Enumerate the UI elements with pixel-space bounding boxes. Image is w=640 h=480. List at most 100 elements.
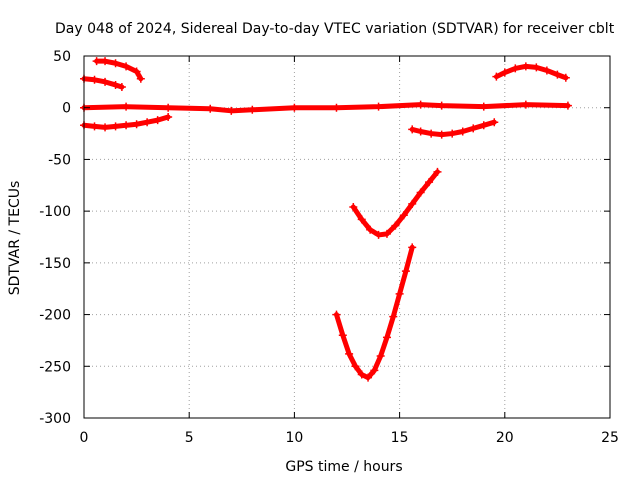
- x-tick-label: 25: [601, 430, 619, 446]
- data-point: [338, 331, 347, 340]
- y-tick-label: -200: [39, 308, 71, 324]
- data-point: [374, 230, 383, 239]
- data-point: [122, 62, 131, 71]
- data-point: [437, 101, 446, 110]
- data-point: [132, 67, 141, 76]
- y-tick-label: -150: [39, 256, 71, 272]
- data-point: [374, 102, 383, 111]
- data-point: [143, 118, 152, 127]
- data-point: [101, 57, 110, 66]
- data-point: [433, 167, 442, 176]
- data-point: [111, 122, 120, 131]
- data-point: [521, 100, 530, 109]
- data-point: [345, 349, 354, 358]
- data-point: [395, 289, 404, 298]
- data-point: [479, 102, 488, 111]
- data-point: [136, 74, 145, 83]
- data-point: [132, 120, 141, 129]
- series-3: [92, 57, 145, 83]
- data-point: [492, 72, 501, 81]
- plot-frame: [83, 55, 611, 419]
- data-point: [500, 68, 509, 77]
- data-point: [153, 116, 162, 125]
- data-point: [389, 312, 398, 321]
- data-point: [248, 105, 257, 114]
- data-point: [101, 77, 110, 86]
- y-tick-label: -100: [39, 204, 71, 220]
- series-6: [492, 62, 570, 82]
- y-tick-label: 0: [62, 101, 71, 117]
- data-point: [382, 229, 391, 238]
- series-track: [333, 244, 415, 381]
- data-point: [90, 75, 99, 84]
- data-point: [427, 129, 436, 138]
- data-point: [563, 101, 572, 110]
- series-2: [80, 74, 126, 92]
- series-1: [80, 100, 572, 115]
- data-point: [479, 121, 488, 130]
- data-point: [370, 366, 379, 375]
- data-point: [408, 199, 417, 208]
- data-point: [408, 125, 417, 134]
- y-axis-label: SDTVAR / TECUs: [7, 181, 23, 296]
- series-track: [409, 119, 497, 138]
- data-point: [332, 310, 341, 319]
- x-tick-label: 20: [496, 430, 514, 446]
- axis-ticks: [83, 55, 611, 419]
- data-point: [206, 104, 215, 113]
- series-7: [349, 167, 442, 239]
- chart-title: Day 048 of 2024, Sidereal Day-to-day VTE…: [55, 21, 615, 37]
- y-tick-label: -50: [48, 152, 71, 168]
- data-point: [399, 211, 408, 220]
- series-4: [80, 113, 173, 132]
- data-point: [349, 203, 358, 212]
- x-axis-label: GPS time / hours: [285, 459, 402, 475]
- data-point: [458, 127, 467, 136]
- x-tick-label: 5: [185, 430, 194, 446]
- y-tick-labels: -300 -250 -200 -150 -100 -50 0 50: [39, 49, 71, 427]
- data-point: [561, 73, 570, 82]
- x-tick-label: 15: [391, 430, 409, 446]
- data-point: [111, 59, 120, 68]
- data-point: [92, 57, 101, 66]
- data-point: [416, 127, 425, 136]
- series-5: [408, 118, 499, 139]
- data-point: [416, 188, 425, 197]
- data-point: [164, 103, 173, 112]
- data-point: [351, 362, 360, 371]
- series-8: [332, 243, 417, 382]
- data-point: [448, 129, 457, 138]
- x-tick-label: 0: [80, 430, 89, 446]
- data-point: [111, 80, 120, 89]
- x-tick-labels: 0 5 10 15 20 25: [80, 430, 619, 446]
- data-point: [290, 103, 299, 112]
- data-point: [425, 178, 434, 187]
- data-point: [101, 123, 110, 132]
- data-point: [382, 333, 391, 342]
- data-point: [511, 64, 520, 73]
- data-point: [117, 83, 126, 92]
- y-tick-label: 50: [53, 49, 71, 65]
- x-tick-label: 10: [285, 430, 303, 446]
- data-point: [437, 130, 446, 139]
- data-point: [122, 121, 131, 130]
- data-point: [357, 370, 366, 379]
- data-point: [401, 267, 410, 276]
- y-tick-label: -250: [39, 359, 71, 375]
- data-point: [521, 62, 530, 71]
- data-point: [416, 100, 425, 109]
- data-point: [366, 225, 375, 234]
- data-point: [357, 215, 366, 224]
- data-point: [227, 106, 236, 115]
- data-point: [122, 102, 131, 111]
- data-point: [332, 103, 341, 112]
- data-point: [469, 124, 478, 133]
- data-point: [553, 70, 562, 79]
- y-tick-label: -300: [39, 411, 71, 427]
- grid-lines: [84, 56, 610, 418]
- data-point: [490, 118, 499, 127]
- data-point: [532, 63, 541, 72]
- data-point: [408, 243, 417, 252]
- data-point: [364, 373, 373, 382]
- data-series-group: [80, 57, 572, 382]
